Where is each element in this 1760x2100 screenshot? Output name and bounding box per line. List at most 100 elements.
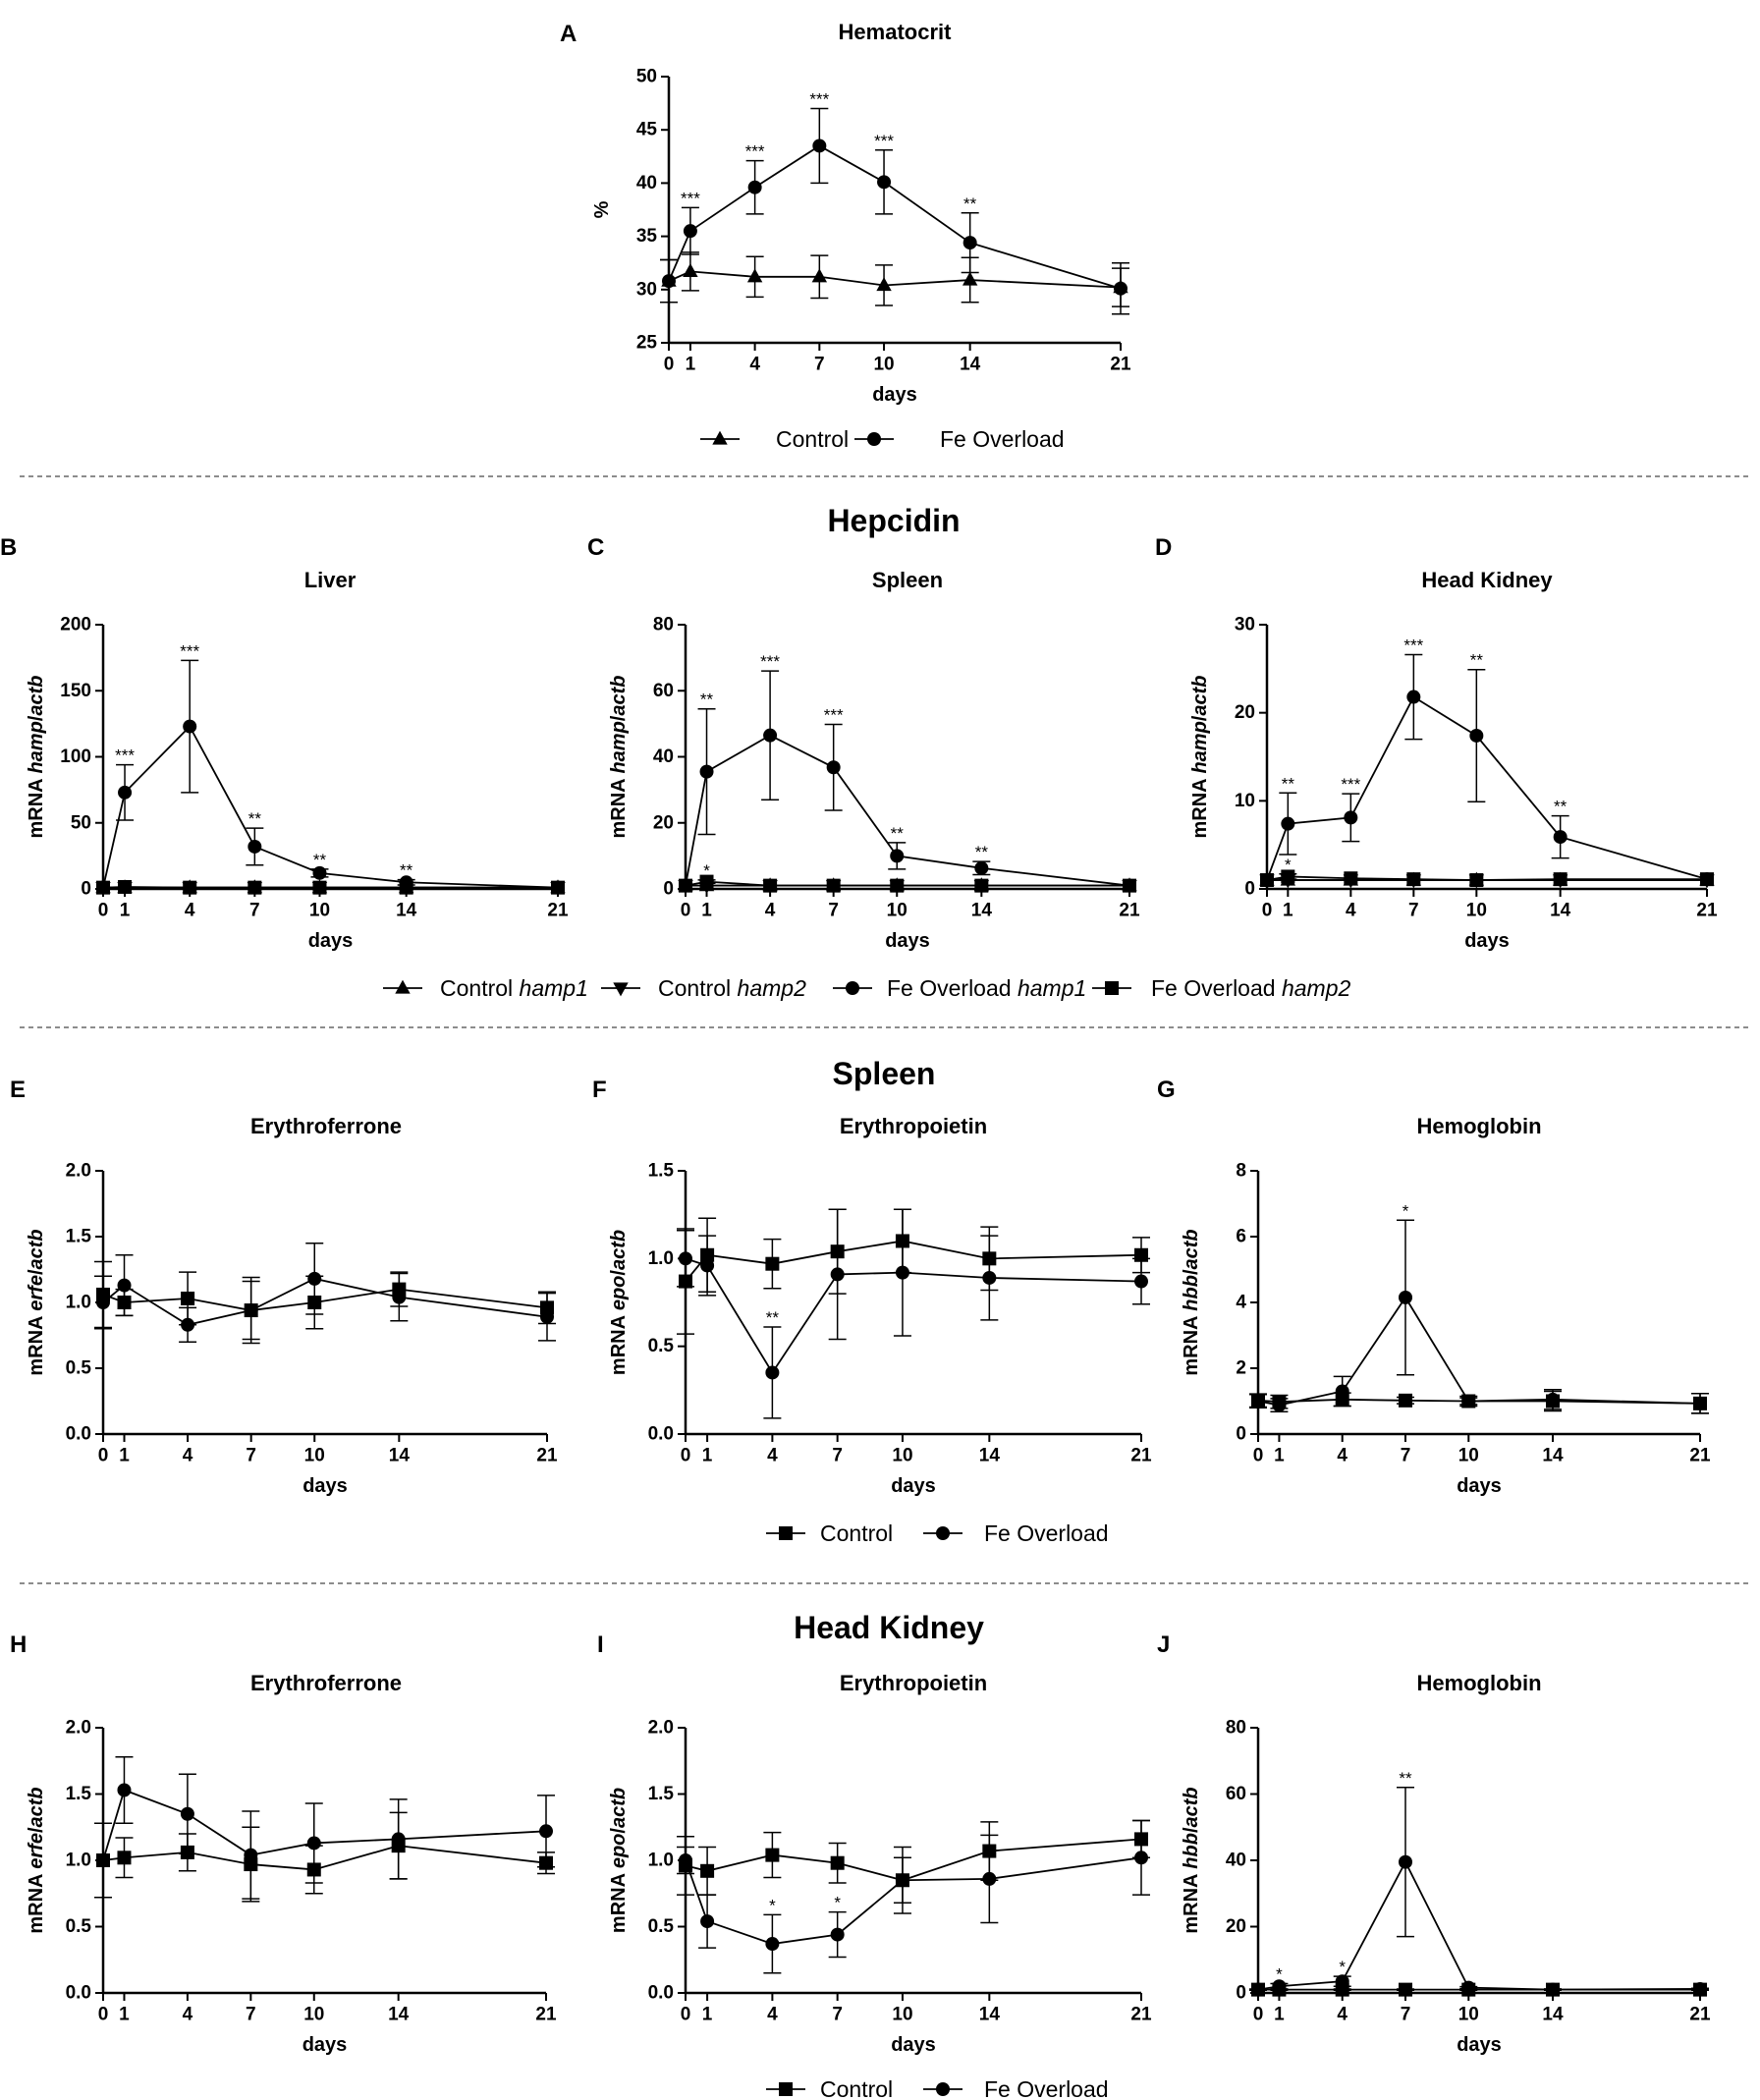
y-tick-label: 0 bbox=[1236, 1424, 1246, 1445]
y-tick-label: 200 bbox=[60, 615, 91, 636]
x-tick-label: 1 bbox=[1274, 1446, 1285, 1466]
data-point bbox=[678, 877, 693, 892]
series-fe-overload-hamp1: ************ bbox=[96, 641, 565, 895]
data-point bbox=[1406, 690, 1421, 704]
y-tick-label: 50 bbox=[71, 812, 91, 833]
x-tick-label: 10 bbox=[892, 1446, 912, 1466]
x-axis-label: days bbox=[302, 2034, 348, 2056]
x-tick-label: 21 bbox=[1130, 2005, 1152, 2025]
y-tick-label: 0.0 bbox=[66, 1424, 91, 1445]
significance-label: * bbox=[769, 1896, 776, 1914]
y-tick-label: 1.5 bbox=[66, 1784, 92, 1804]
panel-label: A bbox=[560, 21, 577, 47]
section-separators bbox=[20, 475, 1748, 1584]
data-point bbox=[1281, 816, 1295, 831]
data-point bbox=[683, 224, 697, 239]
series-fe-overload bbox=[94, 1242, 556, 1343]
data-point bbox=[700, 1863, 715, 1878]
x-tick-label: 4 bbox=[1346, 901, 1356, 921]
x-axis-label: days bbox=[1457, 1475, 1502, 1497]
legend-label: Fe Overload bbox=[984, 2076, 1109, 2100]
y-axis-label: % bbox=[591, 200, 613, 218]
y-tick-label: 4 bbox=[1236, 1293, 1246, 1313]
y-tick-label: 40 bbox=[1226, 1851, 1246, 1871]
x-tick-label: 10 bbox=[873, 355, 894, 375]
significance-label: ** bbox=[975, 843, 989, 861]
significance-label: *** bbox=[180, 641, 199, 660]
significance-label: * bbox=[834, 1894, 841, 1912]
x-tick-label: 1 bbox=[701, 901, 712, 921]
x-tick-label: 14 bbox=[388, 2005, 410, 2025]
x-tick-label: 14 bbox=[979, 1446, 1001, 1466]
x-axis-label: days bbox=[872, 384, 917, 406]
series-fe-overload-hamp2: * bbox=[1260, 856, 1714, 888]
data-point bbox=[962, 271, 978, 286]
y-tick-label: 30 bbox=[1235, 615, 1255, 636]
y-tick-label: 1.0 bbox=[66, 1293, 91, 1313]
y-axis-label: mRNA hbb/actb bbox=[1181, 1229, 1202, 1375]
x-tick-label: 10 bbox=[1466, 901, 1487, 921]
y-tick-label: 60 bbox=[1226, 1784, 1246, 1804]
data-point bbox=[826, 760, 841, 775]
significance-label: *** bbox=[824, 706, 844, 725]
significance-label: *** bbox=[1341, 775, 1360, 794]
series-line bbox=[102, 1845, 547, 1871]
data-point bbox=[539, 1855, 553, 1870]
data-point bbox=[1461, 1982, 1476, 1997]
data-point bbox=[117, 1851, 132, 1865]
data-point bbox=[825, 877, 842, 892]
y-tick-label: 0.5 bbox=[648, 1336, 675, 1356]
x-axis-label: days bbox=[1457, 2034, 1502, 2056]
data-point bbox=[1335, 1392, 1349, 1407]
data-point bbox=[889, 877, 905, 892]
x-axis-label: days bbox=[302, 1475, 348, 1497]
x-tick-label: 7 bbox=[828, 901, 839, 921]
data-point bbox=[1134, 1274, 1148, 1289]
data-point bbox=[1272, 1982, 1287, 1997]
y-tick-label: 1.5 bbox=[648, 1161, 675, 1182]
x-tick-label: 4 bbox=[185, 901, 195, 921]
series-fe-overload: ************** bbox=[660, 90, 1129, 315]
data-point bbox=[973, 877, 990, 892]
x-tick-label: 10 bbox=[304, 1446, 325, 1466]
significance-label: ** bbox=[700, 691, 714, 709]
series-line bbox=[685, 1838, 1142, 1882]
y-axis-label: mRNA hamp/actb bbox=[608, 676, 630, 839]
hepcidin-header: Hepcidin bbox=[827, 503, 960, 538]
x-tick-label: 0 bbox=[98, 901, 109, 921]
chart-title: Liver bbox=[304, 568, 357, 592]
y-tick-label: 45 bbox=[636, 120, 658, 140]
data-point bbox=[1469, 728, 1484, 743]
legend-marker bbox=[395, 979, 411, 994]
data-point bbox=[312, 865, 327, 880]
data-point bbox=[183, 719, 197, 734]
x-tick-label: 14 bbox=[396, 901, 417, 921]
x-tick-label: 21 bbox=[1696, 901, 1718, 921]
significance-label: * bbox=[1402, 1201, 1409, 1220]
x-tick-label: 21 bbox=[1689, 1446, 1711, 1466]
data-point bbox=[1546, 1394, 1560, 1409]
panel-label: C bbox=[587, 534, 604, 561]
x-tick-label: 0 bbox=[681, 901, 691, 921]
data-point bbox=[876, 277, 892, 292]
x-tick-label: 4 bbox=[749, 355, 760, 375]
data-point bbox=[539, 1824, 553, 1839]
x-tick-label: 10 bbox=[309, 901, 330, 921]
series-fe-overload bbox=[94, 1755, 555, 1900]
y-axis-label: mRNA erfe/actb bbox=[26, 1229, 47, 1375]
chart-title: Hemoglobin bbox=[1416, 1114, 1541, 1138]
legend-marker bbox=[867, 432, 881, 446]
data-point bbox=[1259, 871, 1275, 886]
y-axis-label: mRNA epo/actb bbox=[608, 1230, 630, 1375]
data-point bbox=[1553, 830, 1568, 845]
x-tick-label: 10 bbox=[1458, 1446, 1479, 1466]
data-point bbox=[895, 1234, 909, 1248]
data-point bbox=[96, 1853, 110, 1867]
x-tick-label: 1 bbox=[686, 355, 696, 375]
data-point bbox=[679, 1858, 692, 1873]
y-axis-label: mRNA hamp/actb bbox=[26, 676, 47, 839]
